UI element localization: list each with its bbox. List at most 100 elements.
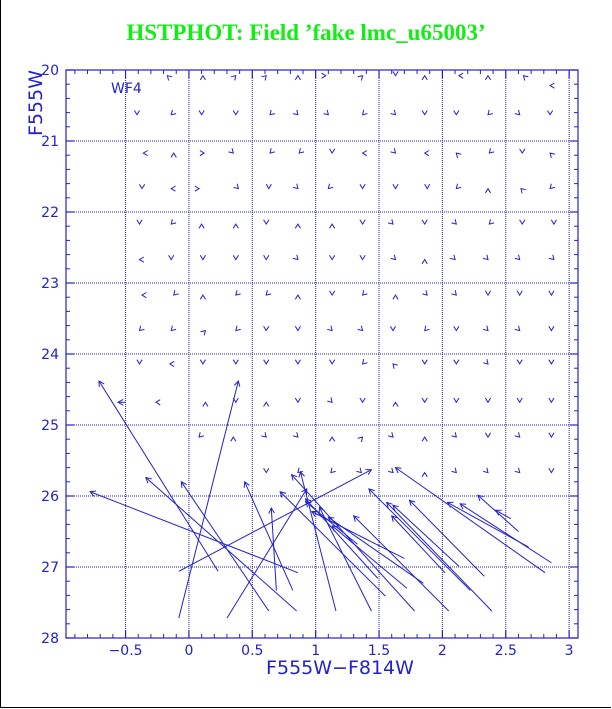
star-marker — [548, 397, 555, 404]
star-marker — [548, 468, 555, 474]
star-marker — [294, 326, 301, 332]
star-marker — [133, 110, 141, 116]
star-marker — [327, 325, 333, 332]
star-marker — [451, 290, 457, 296]
star-marker — [228, 148, 234, 154]
vector-arrowhead — [390, 515, 398, 522]
chart-title: HSTPHOT: Field ’fake lmc_u65003’ — [126, 20, 486, 45]
star-marker — [453, 397, 460, 404]
star-marker — [387, 467, 394, 474]
y-tick-label: 27 — [41, 560, 59, 576]
star-marker — [329, 148, 336, 155]
star-marker — [514, 325, 521, 332]
star-marker — [516, 397, 523, 404]
star-marker — [170, 219, 177, 225]
star-marker — [138, 256, 145, 263]
star-marker — [232, 255, 239, 261]
y-tick-label: 26 — [41, 489, 59, 505]
star-marker — [198, 110, 205, 116]
star-marker — [170, 109, 177, 116]
star-marker — [329, 290, 336, 297]
star-marker — [424, 325, 430, 332]
star-marker — [387, 432, 394, 438]
star-marker — [484, 397, 492, 404]
star-marker — [230, 75, 237, 81]
vector-arrowhead — [279, 491, 287, 498]
x-tick-label: 1.5 — [368, 643, 390, 659]
vector-arrowhead — [352, 515, 360, 522]
residual-vector — [495, 509, 512, 520]
vector-arrowhead — [392, 504, 399, 512]
vector-arrowhead — [365, 469, 373, 476]
star-marker — [548, 326, 555, 332]
y-tick-label: 23 — [41, 276, 59, 292]
star-marker — [421, 219, 428, 226]
residual-vector — [368, 488, 471, 591]
star-marker — [392, 184, 399, 190]
vector-arrowhead — [243, 480, 250, 488]
panel-label: WF4 — [111, 81, 142, 97]
star-marker — [166, 75, 173, 81]
star-marker — [168, 255, 175, 261]
residual-vector — [353, 515, 450, 612]
residual-vector — [299, 471, 337, 612]
x-tick-label: 2 — [438, 643, 447, 659]
star-marker — [483, 254, 489, 261]
star-marker — [202, 401, 209, 407]
star-marker — [548, 254, 555, 261]
star-marker — [457, 72, 464, 79]
star-marker — [269, 109, 276, 116]
star-marker — [547, 110, 554, 116]
star-marker — [516, 359, 523, 365]
star-marker — [356, 467, 362, 474]
star-marker — [261, 75, 267, 81]
residual-vector — [226, 488, 308, 619]
residual-vector — [244, 481, 294, 591]
star-marker — [198, 223, 205, 229]
star-marker — [155, 399, 161, 406]
star-marker — [392, 71, 399, 77]
y-tick-label: 24 — [41, 347, 59, 363]
star-marker — [199, 294, 206, 300]
star-marker — [269, 148, 276, 154]
star-marker — [424, 184, 431, 190]
star-marker — [294, 74, 301, 81]
star-marker — [321, 72, 327, 79]
star-marker — [198, 432, 205, 438]
y-tick-labels: 20 21 22 23 24 25 26 27 28 — [41, 63, 59, 647]
star-marker — [357, 436, 364, 443]
star-marker — [389, 326, 397, 332]
star-marker — [520, 187, 526, 194]
y-tick-label: 25 — [41, 418, 59, 434]
vector-arrowhead — [301, 488, 308, 495]
star-marker — [484, 187, 492, 194]
star-marker — [136, 219, 143, 226]
x-axis-label: F555W−F814W — [266, 657, 414, 679]
star-marker — [357, 325, 364, 332]
star-marker — [297, 467, 303, 474]
star-marker — [487, 109, 494, 116]
star-marker — [514, 109, 521, 116]
y-tick-label: 22 — [41, 205, 59, 221]
vector-arrowhead — [304, 501, 312, 508]
star-marker — [232, 397, 239, 404]
vector-arrowhead — [459, 503, 467, 510]
star-marker — [294, 294, 301, 300]
star-marker — [292, 183, 299, 190]
star-marker — [516, 290, 523, 297]
star-marker — [138, 184, 146, 190]
x-tick-labels: −0.5 0 0.5 1 1.5 2 2.5 3 — [109, 643, 574, 659]
vector-arrowhead — [368, 488, 375, 495]
star-marker — [488, 148, 495, 154]
star-marker — [421, 359, 428, 365]
star-marker — [392, 294, 399, 300]
star-marker — [294, 223, 301, 229]
star-marker — [455, 152, 462, 159]
star-marker — [522, 75, 529, 81]
residual-vector — [386, 502, 493, 612]
star-marker — [483, 467, 489, 474]
star-marker — [199, 74, 206, 81]
star-marker — [173, 290, 179, 296]
vector-arrowhead — [290, 473, 298, 481]
